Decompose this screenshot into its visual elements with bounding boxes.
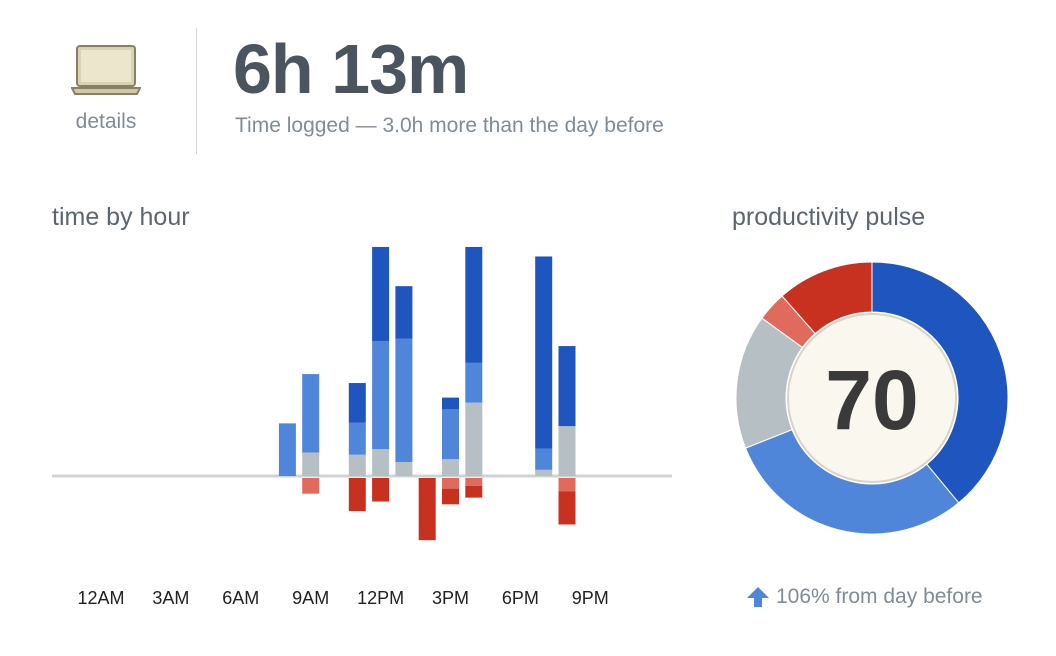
bar-very-distracting-3 bbox=[372, 478, 390, 502]
bar-very-distracting-5 bbox=[418, 478, 436, 541]
bar-productive-7 bbox=[465, 362, 483, 403]
pulse-change-text: 106% from day before bbox=[776, 585, 983, 608]
bar-very-productive-4 bbox=[395, 286, 413, 339]
details-button[interactable]: details bbox=[56, 44, 156, 144]
x-tick-label: 9PM bbox=[571, 588, 609, 608]
bar-distracting-1 bbox=[302, 478, 320, 494]
bar-very-productive-10 bbox=[558, 346, 576, 427]
pulse-center-disc bbox=[787, 313, 957, 483]
bar-very-productive-9 bbox=[535, 256, 553, 449]
pulse-slice-very-distracting bbox=[781, 261, 873, 335]
bar-very-productive-6 bbox=[442, 397, 459, 410]
x-tick-label: 3AM bbox=[152, 588, 190, 608]
bar-neutral-3 bbox=[372, 449, 390, 476]
bar-productive-4 bbox=[395, 338, 413, 462]
time-by-hour-chart bbox=[52, 246, 672, 541]
bar-very-productive-7 bbox=[465, 246, 483, 363]
bar-distracting-7 bbox=[465, 478, 483, 486]
productivity-pulse-score: 70 bbox=[825, 352, 919, 447]
bar-distracting-10 bbox=[558, 478, 576, 492]
x-tick-label: 12PM bbox=[357, 588, 405, 608]
bar-neutral-1 bbox=[302, 452, 320, 476]
bar-productive-6 bbox=[442, 409, 459, 460]
details-label: details bbox=[75, 110, 137, 133]
bar-productive-9 bbox=[535, 448, 553, 470]
time-by-hour-title: time by hour bbox=[52, 203, 190, 231]
laptop-icon bbox=[71, 45, 141, 95]
bar-productive-0 bbox=[278, 423, 296, 476]
x-tick-label: 9AM bbox=[292, 588, 330, 608]
bar-very-distracting-2 bbox=[348, 478, 366, 512]
total-time-logged: 6h 13m bbox=[233, 30, 469, 108]
up-arrow-icon bbox=[747, 587, 769, 607]
bar-very-distracting-6 bbox=[442, 488, 459, 505]
x-tick-label: 6PM bbox=[501, 588, 539, 608]
bar-very-productive-2 bbox=[348, 383, 366, 423]
bar-neutral-7 bbox=[465, 402, 483, 476]
productivity-pulse-title: productivity pulse bbox=[732, 203, 926, 231]
header-divider bbox=[196, 28, 197, 154]
bar-neutral-6 bbox=[442, 459, 459, 476]
x-tick-label: 12AM bbox=[77, 588, 125, 608]
bar-very-distracting-7 bbox=[465, 485, 483, 498]
bar-distracting-6 bbox=[442, 478, 459, 489]
bar-neutral-10 bbox=[558, 426, 576, 476]
time-logged-subtitle: Time logged — 3.0h more than the day bef… bbox=[235, 114, 664, 137]
bar-neutral-2 bbox=[348, 454, 366, 476]
productivity-pulse-donut bbox=[735, 261, 1009, 535]
bar-neutral-4 bbox=[395, 462, 413, 476]
pulse-slice-productive bbox=[744, 429, 960, 535]
bar-very-productive-3 bbox=[372, 246, 390, 342]
bar-neutral-9 bbox=[535, 469, 553, 476]
x-tick-label: 3PM bbox=[431, 588, 469, 608]
x-tick-label: 6AM bbox=[222, 588, 260, 608]
bar-productive-2 bbox=[348, 422, 366, 455]
pulse-change: 106% from day before bbox=[746, 585, 983, 609]
bar-very-distracting-10 bbox=[558, 491, 576, 525]
pulse-slice-very-productive bbox=[871, 261, 1009, 504]
bar-productive-3 bbox=[372, 341, 390, 450]
bar-productive-1 bbox=[302, 374, 320, 453]
